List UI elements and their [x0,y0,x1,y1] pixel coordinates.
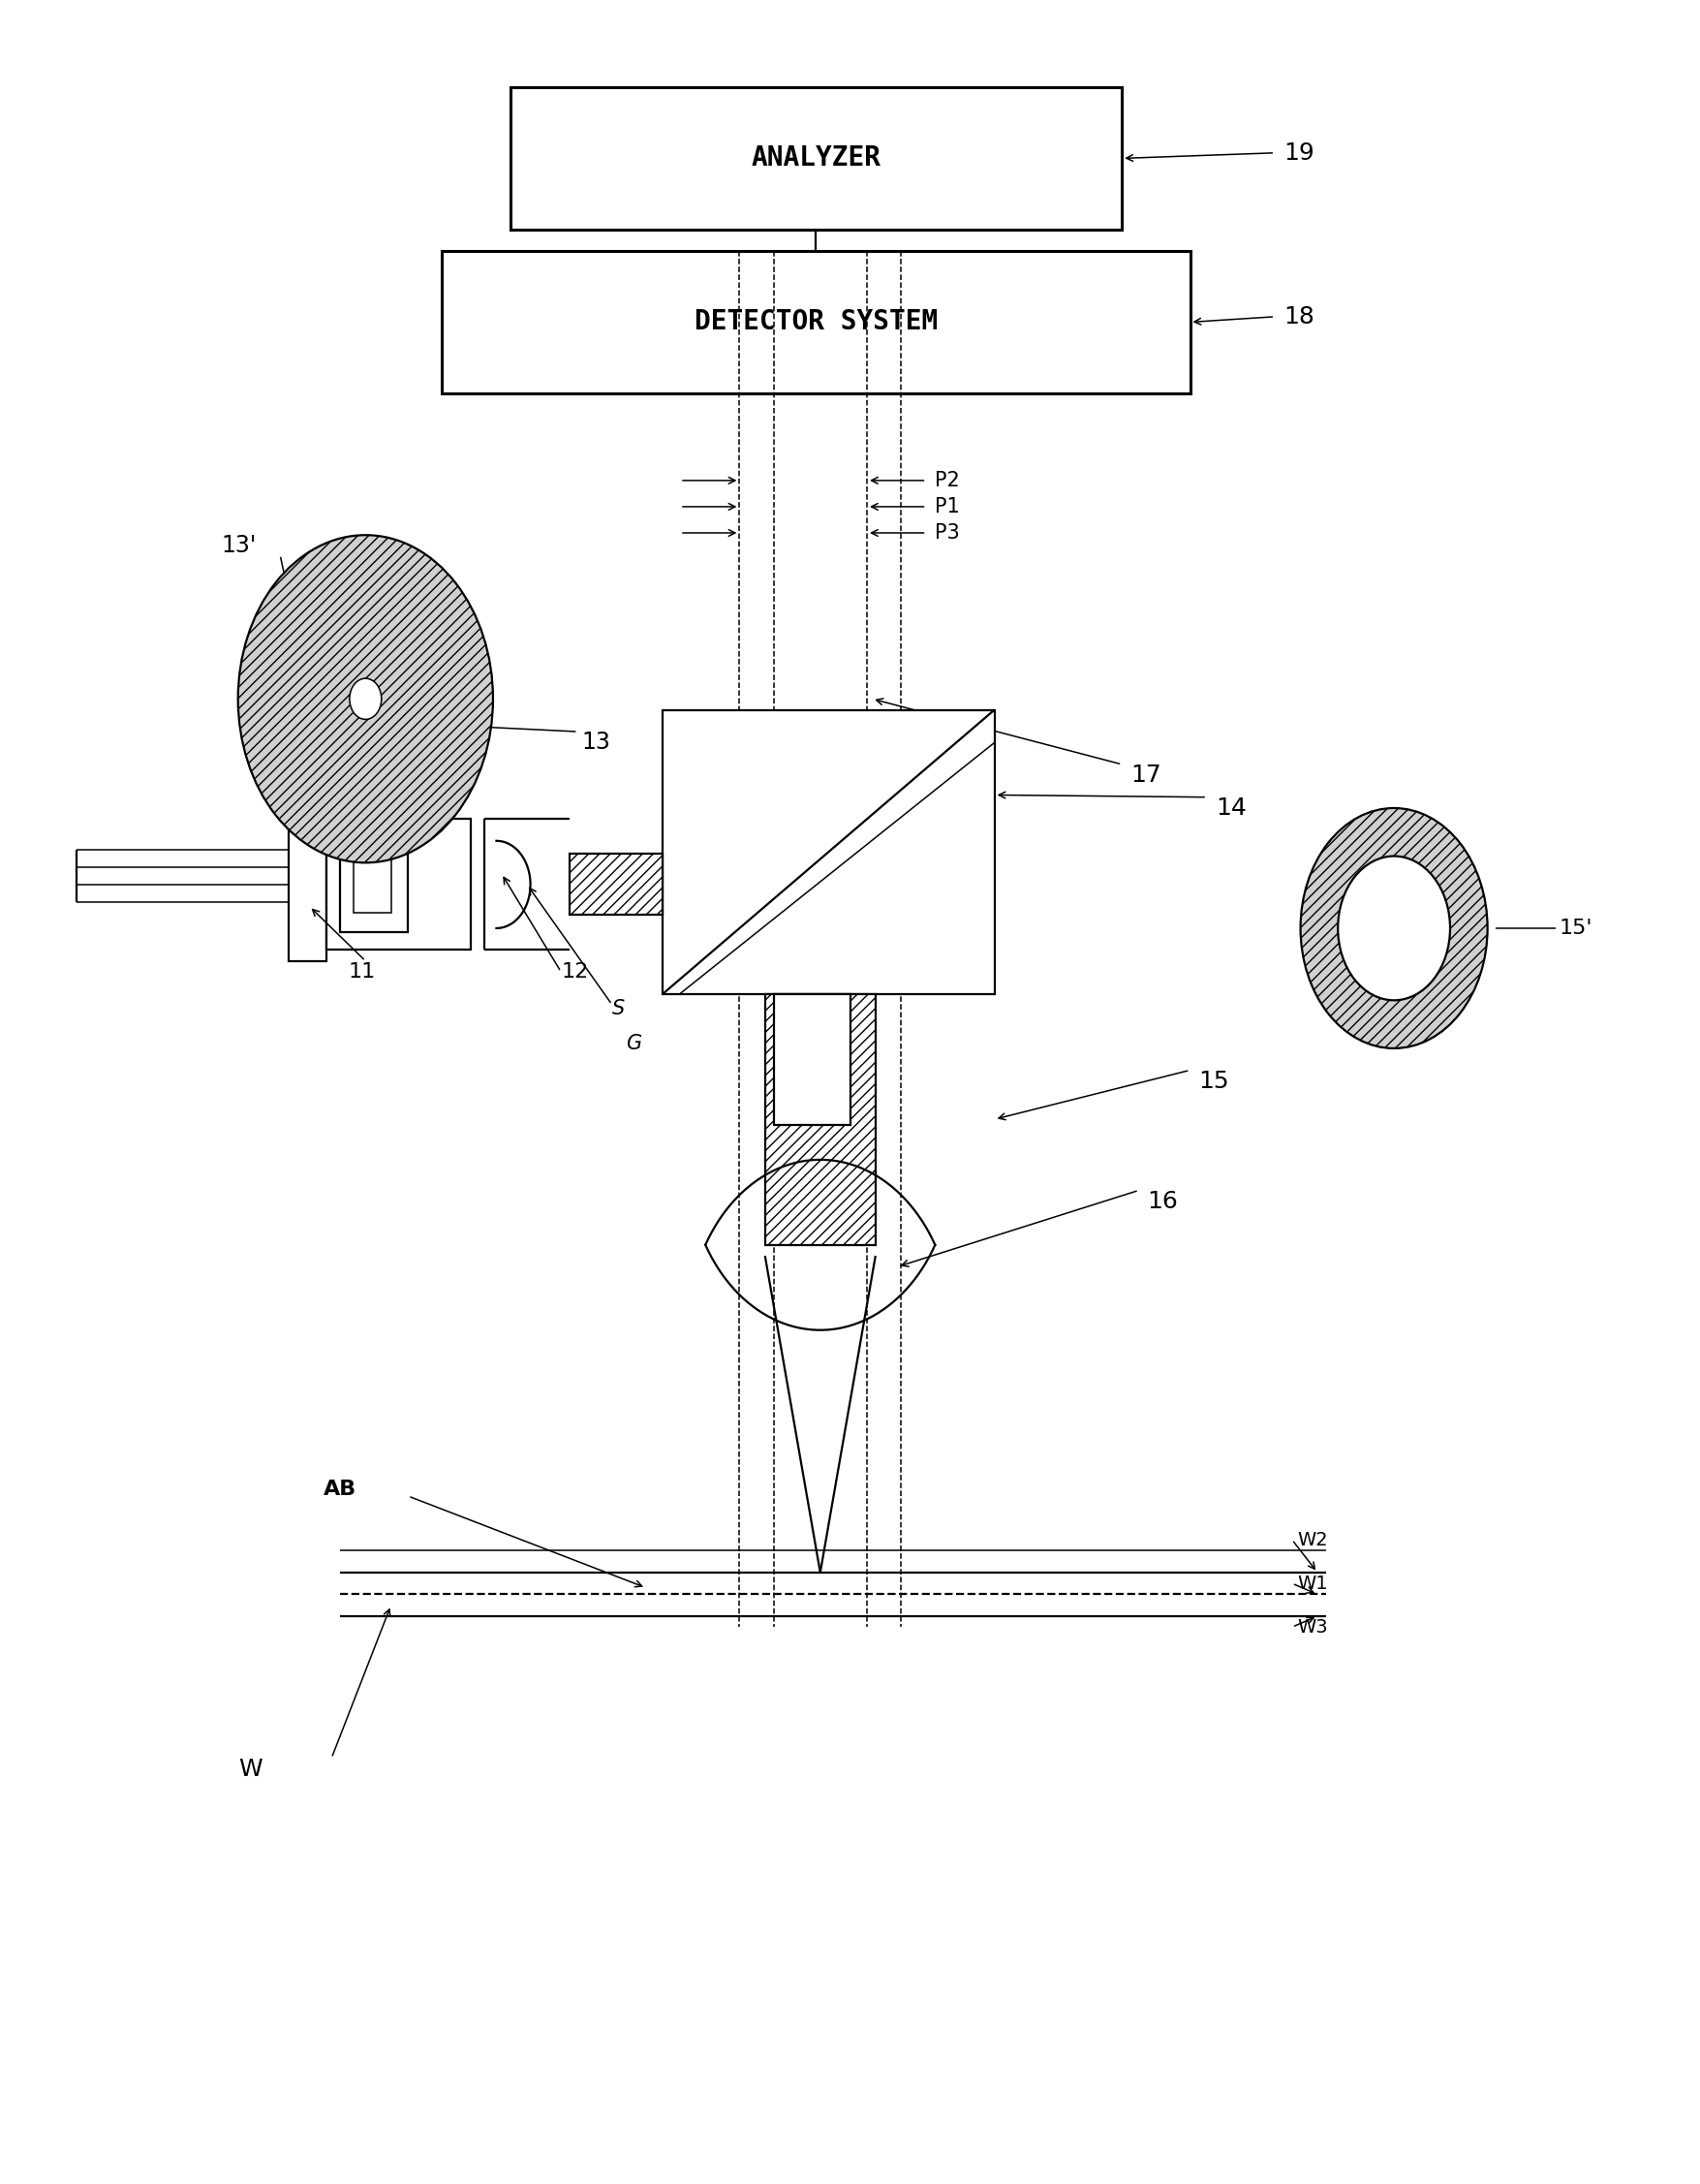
Text: 17: 17 [1130,764,1161,786]
Text: DETECTOR SYSTEM: DETECTOR SYSTEM [694,308,938,336]
Text: W3: W3 [1297,1618,1328,1636]
Bar [326,819,471,950]
Text: AB: AB [323,1481,357,1498]
Text: 19: 19 [1284,142,1314,164]
Text: 15': 15' [1559,919,1593,937]
Bar [765,994,876,1245]
Bar [510,87,1122,229]
Text: P3: P3 [935,524,960,542]
Bar [663,710,994,994]
Bar [289,808,326,961]
Bar [340,836,408,933]
Ellipse shape [1338,856,1450,1000]
Text: W: W [238,1758,262,1780]
Ellipse shape [350,679,381,719]
Bar [442,251,1190,393]
Text: W1: W1 [1297,1575,1328,1592]
Text: 18: 18 [1284,306,1314,328]
Text: ANALYZER: ANALYZER [751,144,881,173]
Text: 16: 16 [1148,1190,1178,1212]
Text: S: S [612,1000,626,1018]
Text: 13: 13 [581,732,610,753]
Bar [774,994,850,1125]
Text: 15: 15 [1198,1070,1229,1092]
Ellipse shape [238,535,493,863]
Text: W2: W2 [1297,1531,1328,1548]
Bar [354,856,391,913]
Text: 12: 12 [561,963,588,981]
Text: 11: 11 [348,963,376,981]
Text: 14: 14 [1216,797,1246,819]
Bar [570,854,663,915]
Text: P1: P1 [935,498,960,515]
Text: P2: P2 [935,472,960,489]
Ellipse shape [1300,808,1488,1048]
Text: 13': 13' [221,535,257,557]
Text: G: G [626,1035,641,1053]
